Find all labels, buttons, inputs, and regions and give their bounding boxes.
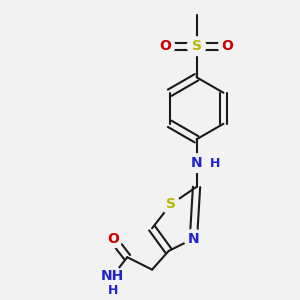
Circle shape <box>184 229 203 248</box>
Circle shape <box>187 37 206 56</box>
Circle shape <box>187 154 206 172</box>
Circle shape <box>156 37 175 56</box>
Text: O: O <box>222 39 233 53</box>
Text: H: H <box>108 284 118 297</box>
Text: S: S <box>191 39 202 53</box>
Text: N: N <box>191 156 203 170</box>
Text: NH: NH <box>101 269 124 283</box>
Circle shape <box>103 229 122 248</box>
Circle shape <box>161 195 180 214</box>
Circle shape <box>218 37 237 56</box>
Circle shape <box>103 266 122 285</box>
Text: O: O <box>160 39 172 53</box>
Text: S: S <box>166 197 176 212</box>
Text: H: H <box>210 157 220 169</box>
Text: N: N <box>188 232 199 246</box>
Text: O: O <box>107 232 119 246</box>
